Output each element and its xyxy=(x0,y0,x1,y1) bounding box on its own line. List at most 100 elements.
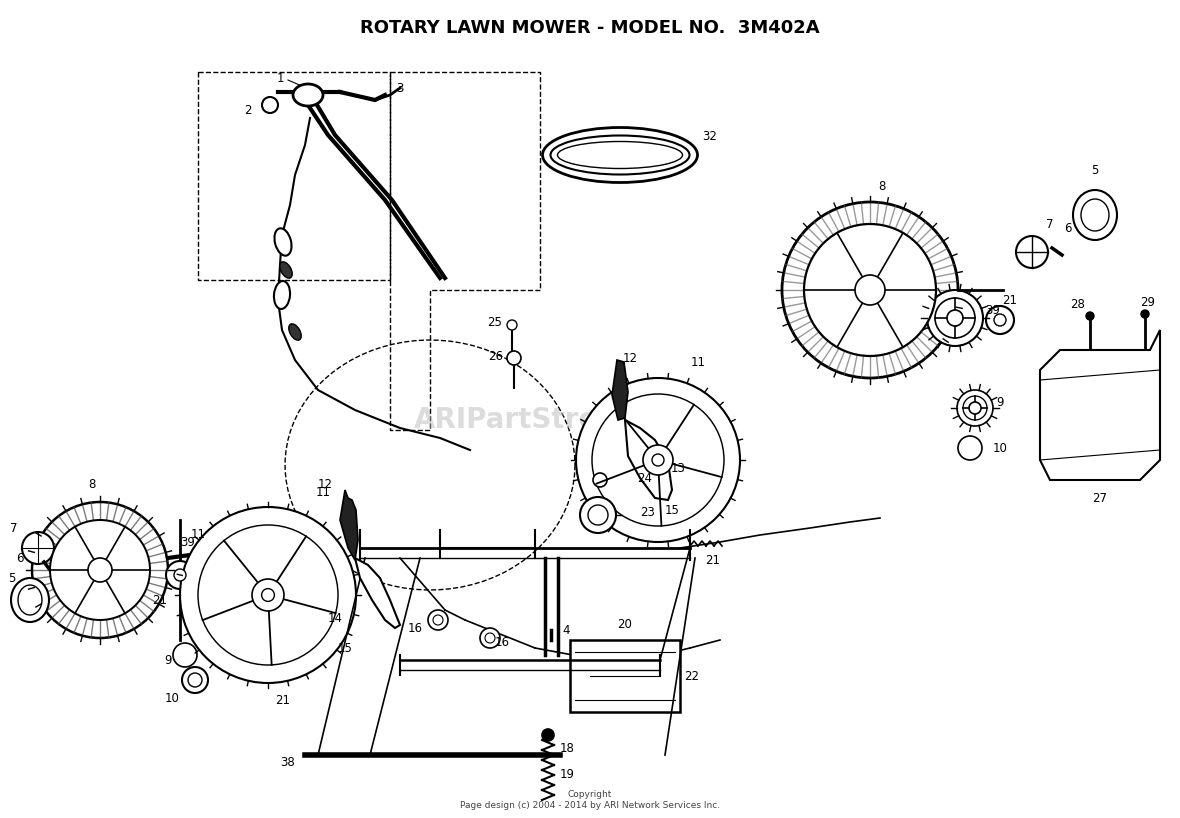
Circle shape xyxy=(1141,310,1149,318)
Circle shape xyxy=(181,507,356,683)
Circle shape xyxy=(969,402,981,414)
Circle shape xyxy=(32,502,168,638)
Ellipse shape xyxy=(1073,190,1117,240)
Circle shape xyxy=(963,396,986,420)
Text: 21: 21 xyxy=(706,554,721,567)
Circle shape xyxy=(588,505,608,525)
Circle shape xyxy=(262,97,278,113)
Text: 7: 7 xyxy=(11,522,18,534)
Text: 12: 12 xyxy=(623,352,637,365)
Circle shape xyxy=(856,275,885,305)
Circle shape xyxy=(485,633,494,643)
Text: 3: 3 xyxy=(396,82,404,95)
Circle shape xyxy=(88,558,112,582)
Text: 5: 5 xyxy=(1092,164,1099,177)
Circle shape xyxy=(262,589,275,601)
Circle shape xyxy=(643,445,673,475)
Circle shape xyxy=(948,310,963,326)
Text: 22: 22 xyxy=(684,669,700,682)
Ellipse shape xyxy=(274,281,290,309)
Circle shape xyxy=(433,615,442,625)
Text: 15: 15 xyxy=(664,504,680,516)
Text: ROTARY LAWN MOWER - MODEL NO.  3M402A: ROTARY LAWN MOWER - MODEL NO. 3M402A xyxy=(360,19,820,37)
Text: 32: 32 xyxy=(702,131,717,143)
Circle shape xyxy=(182,667,208,693)
Text: 5: 5 xyxy=(8,572,15,585)
Circle shape xyxy=(173,569,186,581)
Text: 21: 21 xyxy=(275,694,290,708)
Circle shape xyxy=(542,729,553,741)
Text: 29: 29 xyxy=(1141,295,1155,308)
Polygon shape xyxy=(355,558,400,628)
Text: 2: 2 xyxy=(244,104,251,116)
Polygon shape xyxy=(1040,330,1160,480)
Ellipse shape xyxy=(551,136,689,174)
Text: 7: 7 xyxy=(1047,218,1054,231)
Text: 26: 26 xyxy=(489,349,504,362)
Circle shape xyxy=(581,497,616,533)
Polygon shape xyxy=(612,360,628,420)
Circle shape xyxy=(804,224,936,356)
Polygon shape xyxy=(625,420,671,500)
Circle shape xyxy=(594,473,607,487)
Circle shape xyxy=(507,351,522,365)
Circle shape xyxy=(22,532,54,564)
Text: 12: 12 xyxy=(317,479,333,492)
FancyBboxPatch shape xyxy=(570,640,680,712)
Circle shape xyxy=(507,320,517,330)
Text: 14: 14 xyxy=(328,612,342,624)
Circle shape xyxy=(927,290,983,346)
Ellipse shape xyxy=(1081,199,1109,231)
Text: 9: 9 xyxy=(164,654,172,667)
Circle shape xyxy=(188,673,202,687)
Text: 13: 13 xyxy=(670,461,686,474)
Circle shape xyxy=(166,561,194,589)
Text: 11: 11 xyxy=(690,357,706,370)
Ellipse shape xyxy=(280,262,293,278)
Circle shape xyxy=(958,436,982,460)
Circle shape xyxy=(480,628,500,648)
Circle shape xyxy=(994,314,1007,326)
Circle shape xyxy=(1016,236,1048,268)
Text: 21: 21 xyxy=(152,594,168,606)
Text: 15: 15 xyxy=(337,641,353,654)
Text: 11: 11 xyxy=(190,528,205,542)
Text: 16: 16 xyxy=(407,622,422,635)
Circle shape xyxy=(1086,312,1094,320)
Ellipse shape xyxy=(293,84,323,106)
Circle shape xyxy=(986,306,1014,334)
Text: 10: 10 xyxy=(992,442,1008,455)
Ellipse shape xyxy=(275,228,291,256)
Text: 38: 38 xyxy=(281,756,295,768)
Text: 4: 4 xyxy=(562,623,570,636)
Circle shape xyxy=(253,579,284,611)
Text: 24: 24 xyxy=(637,471,653,484)
Text: 28: 28 xyxy=(1070,299,1086,312)
Circle shape xyxy=(576,378,740,542)
Circle shape xyxy=(173,643,197,667)
Text: 21: 21 xyxy=(1003,294,1017,307)
Text: 6: 6 xyxy=(17,551,24,564)
Text: 39: 39 xyxy=(985,303,1001,317)
Ellipse shape xyxy=(11,578,50,622)
Text: 11: 11 xyxy=(315,486,330,498)
Text: 23: 23 xyxy=(641,506,655,519)
Text: 18: 18 xyxy=(560,741,575,754)
Text: 25: 25 xyxy=(487,316,503,329)
Circle shape xyxy=(653,454,664,466)
Text: Copyright
Page design (c) 2004 - 2014 by ARI Network Services Inc.: Copyright Page design (c) 2004 - 2014 by… xyxy=(460,790,720,810)
Text: 1: 1 xyxy=(276,71,283,84)
Text: ARIPartStream: ARIPartStream xyxy=(414,406,645,434)
Text: 39: 39 xyxy=(181,536,196,549)
Text: 19: 19 xyxy=(560,768,575,781)
Text: 9: 9 xyxy=(996,397,1004,410)
Text: 20: 20 xyxy=(617,618,632,631)
Circle shape xyxy=(198,525,337,665)
Polygon shape xyxy=(340,490,358,560)
Text: 10: 10 xyxy=(164,691,179,704)
Ellipse shape xyxy=(289,324,301,340)
Ellipse shape xyxy=(557,142,682,169)
Text: 8: 8 xyxy=(878,181,886,194)
Circle shape xyxy=(592,394,725,526)
Ellipse shape xyxy=(18,585,42,615)
